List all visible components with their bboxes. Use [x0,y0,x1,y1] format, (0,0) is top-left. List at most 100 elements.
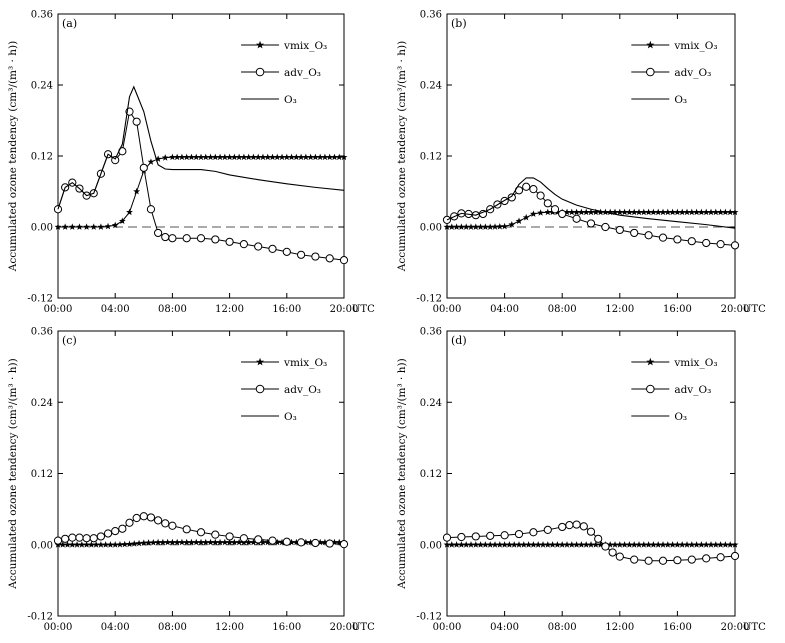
data-point-star [717,541,725,548]
data-point-star [73,541,81,548]
data-point-circle [254,535,263,544]
x-tick-label: 00:00 [433,304,462,315]
data-point-star [226,538,234,546]
legend-label: adv_O₃ [284,67,321,79]
legend: vmix_O₃ adv_O₃ O₃ [241,357,327,423]
plot-frame [57,330,345,617]
data-point-circle [702,554,711,563]
data-point-circle [514,529,524,539]
y-tick-label: 0.36 [420,10,442,21]
data-point-star [553,541,561,548]
data-point-star [577,208,585,216]
data-point-star [273,153,281,161]
data-point-star [457,223,465,230]
data-point-star [702,208,710,216]
data-point-star [207,538,214,546]
data-point-star [635,208,643,216]
y-tick-label: 0.00 [420,540,442,551]
data-point-star [335,538,343,546]
data-point-star [712,541,720,548]
data-point-star [625,208,633,216]
data-point-star [577,541,585,548]
data-point-star [467,541,475,548]
data-point-star [104,222,112,230]
data-point-star [126,540,133,548]
data-point-circle [146,205,156,214]
data-point-star [78,541,86,548]
data-point-circle [630,555,639,564]
data-point-star [717,208,725,216]
data-point-circle [82,534,91,543]
data-point-star [693,541,701,548]
data-point-star [477,223,485,230]
data-point-star [582,541,590,548]
data-point-star [587,208,595,216]
panel-2: -0.12 0.00 0.12 0.24 0.36 00:00 04:00 08:00 12:0… [396,10,766,316]
data-point-star [307,538,315,546]
data-point-circle [161,232,170,242]
data-point-circle [211,530,220,539]
data-point-star [683,541,691,548]
data-point-circle [543,199,552,208]
data-point-star [183,153,191,161]
data-point-circle [254,242,263,251]
x-tick-label: 12:00 [605,622,634,633]
data-point-star [606,208,614,216]
data-point-circle [565,521,574,530]
legend-label: adv_O₃ [674,67,711,79]
data-point-star [659,208,667,216]
data-point-star [292,153,300,161]
data-point-star [443,541,451,548]
data-point-star [522,213,530,221]
x-tick-label: 12:00 [215,622,244,633]
data-point-star [173,153,181,161]
data-point-star [529,210,537,217]
series-star [443,208,739,230]
data-point-circle [325,539,334,548]
data-point-circle [644,231,653,240]
data-point-circle [154,228,163,238]
data-point-circle [297,250,306,259]
legend-label: O₃ [284,94,297,106]
data-point-star [597,208,605,216]
data-point-circle [716,240,725,249]
data-point-star [448,541,456,548]
data-point-star [616,541,624,548]
y-tick-label: 0.36 [31,10,53,21]
data-point-star [645,208,653,216]
data-point-star [83,541,91,548]
data-point-circle [500,531,509,540]
panel-3: -0.12 0.00 0.12 0.24 0.36 00:00 04:00 08:00 12:0… [7,327,375,634]
data-point-star [311,153,319,161]
data-point-circle [471,532,480,541]
data-point-star [92,541,100,548]
data-point-star [321,538,329,546]
y-tick-label: 0.36 [31,327,53,338]
x-tick-label: 00:00 [44,304,73,315]
data-point-circle [658,233,668,242]
data-point-star [273,538,281,546]
data-point-circle [68,533,77,542]
y-tick-label: 0.24 [420,81,442,92]
data-point-star [68,223,76,230]
data-point-circle [225,237,234,246]
data-point-circle [161,519,170,528]
data-point-star [491,541,499,548]
data-point-star [197,538,205,546]
data-point-star [211,538,219,546]
data-point-star [688,541,696,548]
data-point-star [197,153,205,161]
data-point-star [563,541,571,548]
data-point-circle [558,209,567,219]
data-point-circle [132,117,141,126]
data-point-star [688,208,696,216]
data-point-star [269,153,276,161]
data-point-star [192,153,200,161]
series-none [57,85,345,210]
y-tick-label: 0.24 [420,398,442,409]
data-point-star [472,223,480,230]
data-point-star [726,208,734,216]
data-point-star [230,153,238,161]
data-point-star [697,541,705,548]
legend-label: vmix_O₃ [283,357,327,369]
